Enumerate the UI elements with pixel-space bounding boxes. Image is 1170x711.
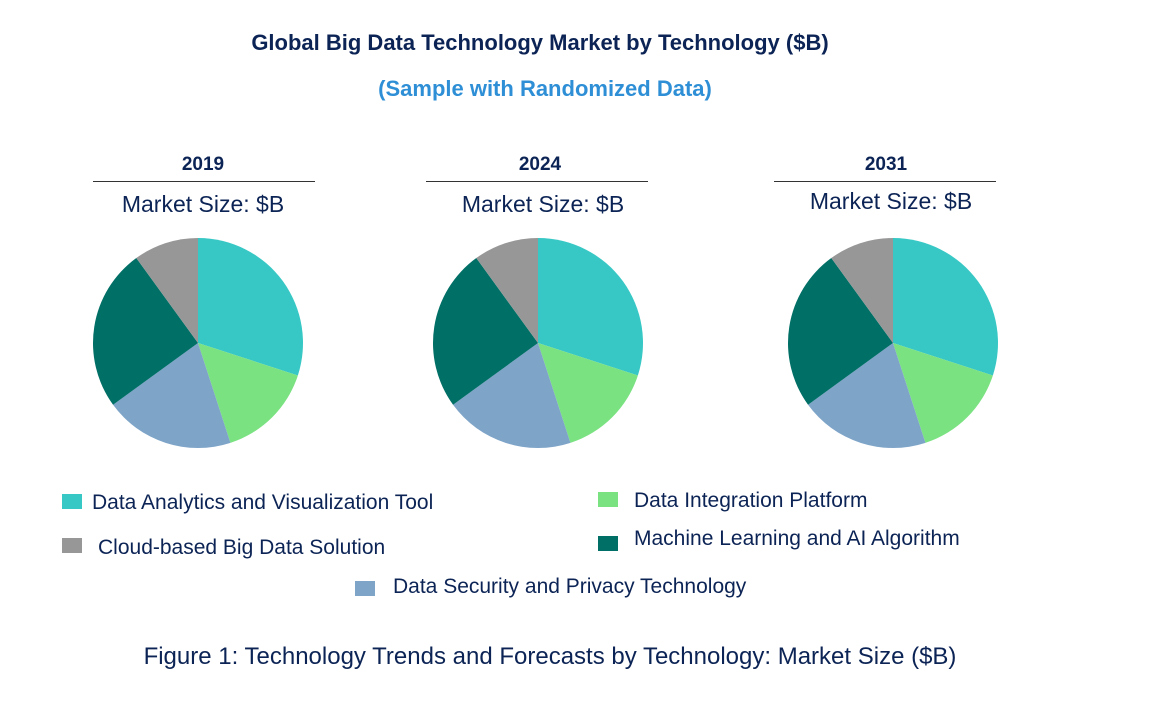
pie-year-2019: 2019 — [181, 154, 225, 175]
pie-year-2024: 2024 — [518, 154, 562, 175]
pie-slice-2031-1 — [893, 343, 993, 443]
pie-slice-2031-3 — [788, 258, 893, 405]
pie-slice-2024-4 — [476, 238, 538, 343]
pie-slice-2031-0 — [893, 238, 999, 376]
legend-swatch-integration — [598, 492, 618, 507]
divider — [93, 181, 315, 182]
pie-slice-2024-0 — [538, 238, 644, 376]
pie-slice-2019-0 — [198, 238, 303, 376]
market-size-label: Market Size: $B — [809, 188, 973, 214]
legend-swatch-cloud — [62, 538, 82, 553]
legend-swatch-ml — [598, 536, 618, 551]
pie-slice-2019-3 — [93, 258, 198, 405]
pie-slice-2019-1 — [198, 343, 298, 443]
pie-year-2031: 2031 — [864, 154, 908, 175]
legend-swatch-analytics — [62, 494, 82, 509]
pie-slice-2019-4 — [136, 238, 198, 343]
legend-label-ml: Machine Learning and AI Algorithm — [634, 527, 960, 550]
divider — [426, 181, 648, 182]
pie-slice-2024-2 — [453, 343, 571, 448]
pie-slice-2024-1 — [538, 343, 638, 443]
legend-label-cloud: Cloud-based Big Data Solution — [98, 536, 386, 559]
legend-label-analytics: Data Analytics and Visualization Tool — [92, 491, 434, 514]
divider — [774, 181, 996, 182]
pie-slice-2031-2 — [808, 343, 926, 448]
legend-swatch-security — [355, 581, 375, 596]
pie-slice-2024-3 — [433, 258, 538, 405]
pie-slice-2019-2 — [113, 343, 231, 448]
chart-title: Global Big Data Technology Market by Tec… — [251, 30, 829, 55]
pie-slice-2031-4 — [831, 238, 893, 343]
market-size-label: Market Size: $B — [461, 191, 625, 217]
chart-subtitle: (Sample with Randomized Data) — [378, 76, 712, 101]
legend-label-integration: Data Integration Platform — [634, 489, 868, 512]
legend-label-security: Data Security and Privacy Technology — [393, 575, 747, 598]
figure-caption: Figure 1: Technology Trends and Forecast… — [143, 643, 957, 670]
market-size-label: Market Size: $B — [121, 191, 285, 217]
